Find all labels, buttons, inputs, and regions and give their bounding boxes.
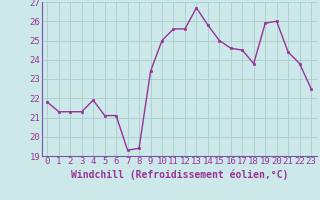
X-axis label: Windchill (Refroidissement éolien,°C): Windchill (Refroidissement éolien,°C) <box>70 169 288 180</box>
